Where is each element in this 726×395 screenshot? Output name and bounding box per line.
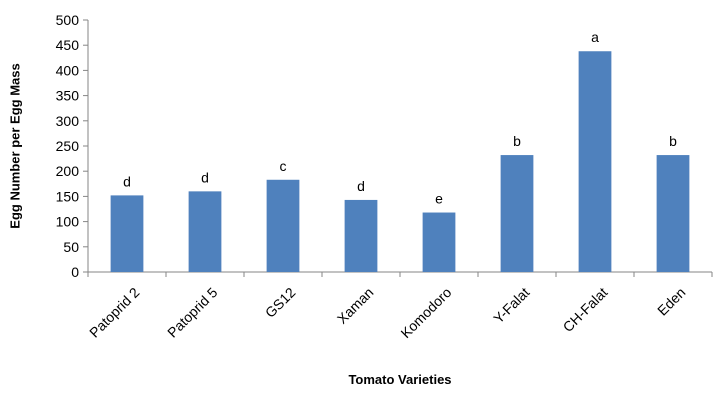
significance-letter: b — [513, 133, 521, 149]
bar — [188, 191, 222, 272]
y-tick-label: 150 — [56, 188, 80, 204]
x-axis-title: Tomato Varieties — [348, 372, 451, 387]
x-tick-label: Y-Falat — [490, 284, 532, 326]
x-tick-label: Eden — [654, 284, 688, 318]
significance-letter: d — [123, 173, 131, 189]
bar — [578, 51, 612, 272]
significance-letter: d — [201, 169, 209, 185]
y-tick-label: 500 — [56, 12, 80, 28]
bar — [656, 155, 690, 272]
x-tick-label: Patoprid 2 — [86, 284, 143, 341]
significance-letter: b — [669, 133, 677, 149]
significance-letter: d — [357, 178, 365, 194]
bar — [344, 199, 378, 272]
y-tick-label: 400 — [56, 62, 80, 78]
x-tick-label: GS12 — [262, 284, 299, 321]
x-tick-label: Xaman — [334, 284, 377, 327]
bar — [422, 212, 456, 272]
significance-labels: d d c d e b a b — [123, 29, 677, 206]
y-tick-label: 0 — [71, 264, 79, 280]
y-tick-label: 450 — [56, 37, 80, 53]
y-tick-label: 350 — [56, 88, 80, 104]
bar — [266, 179, 300, 272]
y-tick-label: 250 — [56, 138, 80, 154]
y-tick-label: 300 — [56, 113, 80, 129]
y-tick-label: 50 — [63, 239, 79, 255]
x-axis: Patoprid 2 Patoprid 5 GS12 Xaman Komodoro Y-F… — [86, 271, 713, 341]
x-tick-label: CH-Falat — [560, 284, 611, 335]
significance-letter: c — [280, 158, 287, 174]
y-axis-title: Egg Number per Egg Mass — [7, 63, 22, 228]
bar — [500, 155, 534, 272]
y-axis: 0 50 100 150 200 250 300 350 400 450 500 — [56, 12, 89, 280]
x-tick-label: Komodoro — [397, 284, 454, 341]
significance-letter: e — [435, 191, 443, 207]
significance-letter: a — [591, 29, 599, 45]
x-tick-label: Patoprid 5 — [164, 284, 221, 341]
y-tick-label: 200 — [56, 163, 80, 179]
bars — [110, 51, 690, 272]
y-tick-label: 100 — [56, 214, 80, 230]
bar — [110, 195, 144, 272]
